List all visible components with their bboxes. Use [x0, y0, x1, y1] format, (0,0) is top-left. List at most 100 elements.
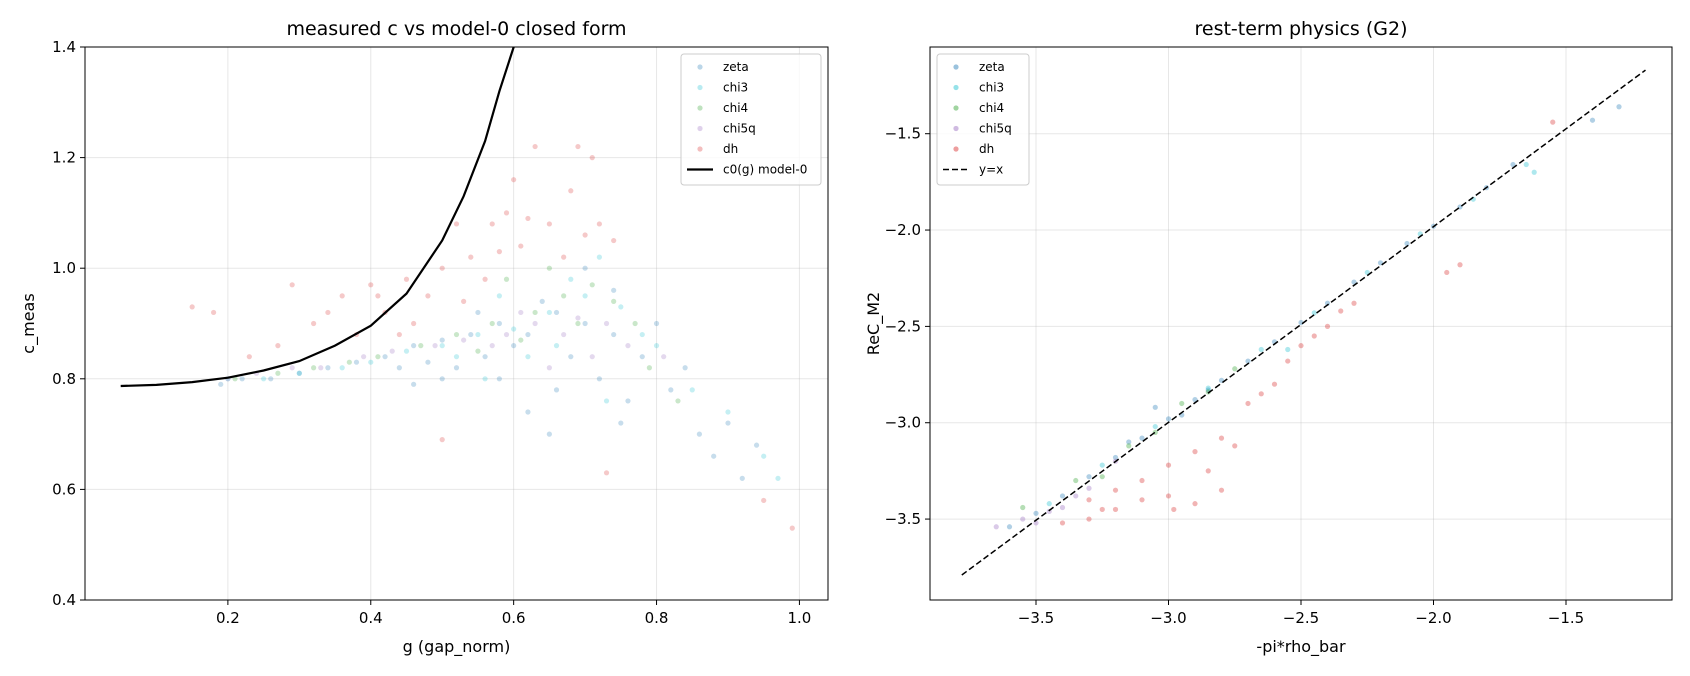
- scatter-point: [575, 320, 581, 327]
- scatter-point: [411, 343, 417, 349]
- scatter-point: [561, 331, 567, 338]
- scatter-point: [1006, 524, 1013, 530]
- scatter-point: [1086, 474, 1092, 480]
- series-dh: [189, 143, 795, 531]
- legend-label: zeta: [723, 60, 749, 74]
- scatter-point: [525, 354, 531, 360]
- scatter-point: [339, 293, 345, 299]
- scatter-point: [532, 143, 538, 150]
- legend-box: [680, 53, 822, 186]
- scatter-point: [425, 293, 431, 299]
- series-chi4: [232, 265, 681, 404]
- scatter-point: [1616, 104, 1622, 110]
- scatter-point: [575, 143, 581, 150]
- scatter-point: [296, 370, 302, 376]
- scatter-point: [625, 343, 631, 349]
- scatter-point: [603, 398, 610, 404]
- scatter-point: [439, 437, 445, 443]
- y-tick-label: 1.4: [52, 38, 76, 56]
- scatter-point: [775, 475, 781, 481]
- scatter-point: [489, 221, 495, 227]
- scatter-point: [1205, 389, 1211, 395]
- scatter-point: [1165, 462, 1172, 468]
- scatter-point: [1112, 454, 1119, 461]
- scatter-point: [396, 365, 402, 371]
- scatter-point: [589, 354, 595, 360]
- scatter-point: [453, 331, 460, 338]
- scatter-point: [453, 354, 460, 360]
- scatter-point: [646, 365, 652, 371]
- legend-label: chi5q: [723, 122, 756, 136]
- y-tick-label: −1.5: [885, 125, 921, 143]
- legend-marker: [953, 105, 959, 111]
- x-tick-label: −3.0: [1150, 609, 1186, 627]
- scatter-point: [1351, 279, 1357, 285]
- scatter-point: [761, 497, 767, 504]
- scatter-point: [1351, 300, 1357, 306]
- legend-label: chi4: [723, 101, 748, 115]
- scatter-point: [653, 320, 660, 327]
- scatter-point: [625, 398, 631, 404]
- x-tick-label: 1.0: [787, 609, 811, 627]
- scatter-point: [1126, 439, 1132, 445]
- scatter-point: [546, 431, 552, 437]
- scatter-point: [675, 398, 681, 404]
- legend-marker: [697, 146, 703, 152]
- scatter-point: [561, 293, 567, 299]
- y-tick-label: −3.0: [885, 414, 921, 432]
- scatter-point: [1073, 493, 1079, 499]
- scatter-point: [368, 359, 374, 365]
- scatter-point: [518, 309, 524, 316]
- y-tick-label: −2.0: [885, 221, 921, 239]
- scatter-point: [553, 309, 560, 316]
- legend-marker: [953, 125, 959, 132]
- scatter-point: [275, 370, 281, 376]
- scatter-point: [275, 343, 281, 349]
- scatter-point: [189, 304, 195, 310]
- scatter-point: [218, 381, 224, 387]
- axes-frame: [84, 46, 829, 601]
- scatter-point: [568, 188, 574, 194]
- scatter-point: [546, 221, 552, 227]
- plot-area: [120, 47, 795, 531]
- scatter-point: [568, 276, 574, 282]
- scatter-point: [1126, 443, 1132, 449]
- scatter-point: [268, 376, 274, 382]
- y-tick-label: −3.5: [885, 510, 921, 528]
- scatter-point: [1086, 497, 1092, 503]
- y-tick-label: 0.4: [52, 591, 76, 609]
- scatter-point: [461, 337, 467, 343]
- scatter-point: [489, 343, 495, 349]
- x-tick-label: 0.2: [216, 609, 240, 627]
- series-zeta: [1006, 104, 1622, 530]
- scatter-point: [575, 315, 581, 321]
- scatter-point: [318, 365, 324, 371]
- scatter-point: [596, 376, 602, 382]
- scatter-point: [525, 409, 531, 415]
- scatter-point: [618, 304, 624, 310]
- scatter-point: [246, 354, 252, 360]
- scatter-point: [361, 354, 367, 360]
- series-zeta: [218, 265, 760, 481]
- series-dh: [1059, 119, 1556, 526]
- scatter-point: [1152, 423, 1158, 430]
- scatter-point: [582, 232, 588, 238]
- grid: [930, 47, 1672, 600]
- line-c0-g-model-0: [120, 47, 515, 388]
- scatter-point: [439, 376, 445, 382]
- scatter-point: [789, 525, 795, 531]
- x-tick-label: −2.5: [1283, 609, 1319, 627]
- scatter-point: [396, 331, 402, 338]
- scatter-point: [546, 365, 552, 371]
- scatter-point: [382, 354, 388, 360]
- series-chi3: [225, 254, 781, 481]
- scatter-point: [1324, 323, 1331, 329]
- scatter-point: [761, 453, 767, 459]
- scatter-point: [1020, 504, 1026, 511]
- scatter-point: [611, 331, 617, 338]
- scatter-point: [1099, 474, 1105, 480]
- scatter-point: [639, 331, 645, 338]
- scatter-point: [289, 282, 295, 288]
- y-axis-label: ReC_M2: [864, 292, 884, 355]
- scatter-point: [311, 320, 317, 327]
